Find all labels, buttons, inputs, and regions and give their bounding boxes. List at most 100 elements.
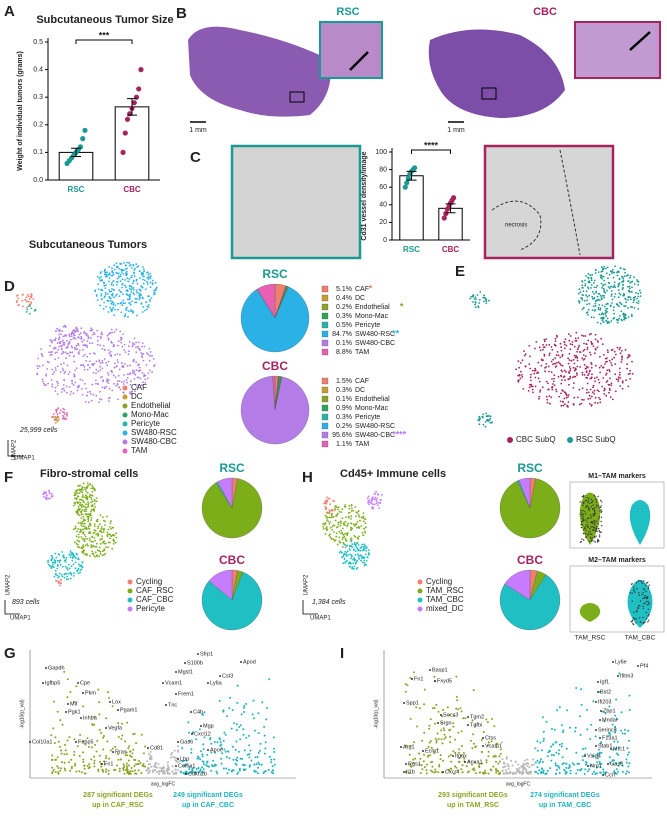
gene-dot: [122, 763, 125, 766]
cell-dot: [103, 284, 106, 287]
cell-dot: [136, 314, 138, 317]
cell-dot: [130, 291, 133, 293]
cell-dot: [631, 286, 633, 289]
cell-dot: [100, 271, 103, 273]
gene-dot: [615, 698, 618, 701]
cell-dot: [616, 303, 619, 306]
gene-dot: [182, 759, 185, 762]
gene-label: Tnc: [168, 702, 177, 708]
cell-dot: [605, 311, 607, 314]
violin-dot: [580, 523, 582, 526]
gene-dot: [252, 717, 255, 720]
cell-dot: [108, 295, 111, 298]
cell-dot: [489, 415, 492, 418]
cell-dot: [561, 389, 563, 391]
cell-dot: [87, 525, 90, 528]
cell-dot: [469, 297, 472, 300]
violin-dot: [633, 590, 635, 592]
gene-dot: [224, 750, 227, 753]
cell-dot: [617, 380, 620, 382]
cell-dot: [635, 291, 637, 294]
gene-dot: [550, 745, 553, 748]
cell-dot: [149, 272, 151, 275]
cell-dot: [85, 503, 87, 505]
gene-dot: [433, 752, 436, 755]
legend-label: CAF_CBC: [136, 595, 174, 604]
gene-dot: [617, 675, 619, 677]
cell-dot: [66, 352, 68, 355]
cell-dot: [126, 261, 128, 264]
gene-dot: [621, 732, 624, 735]
gene-dot: [435, 703, 438, 706]
cell-dot: [541, 359, 543, 362]
cell-dot: [54, 337, 57, 340]
gene-dot: [197, 767, 200, 769]
gene-dot: [201, 771, 204, 774]
gene-dot: [253, 763, 256, 766]
cell-dot: [86, 391, 89, 393]
cell-dot: [337, 508, 340, 511]
gene-dot: [207, 682, 209, 684]
cell-dot: [120, 311, 123, 314]
significance-label: ****: [424, 140, 439, 150]
gene-dot: [190, 771, 193, 774]
cell-dot: [130, 276, 132, 279]
cell-dot: [56, 408, 58, 411]
gene-dot: [599, 690, 601, 693]
gene-dot: [131, 752, 134, 755]
cell-dot: [593, 286, 596, 289]
gene-dot: [507, 768, 510, 771]
cell-dot: [101, 535, 103, 537]
gene-dot: [272, 769, 275, 772]
data-point: [404, 180, 410, 186]
cell-dot: [573, 369, 576, 372]
gene-dot: [461, 764, 464, 767]
cell-dot: [528, 345, 531, 347]
violin-dot: [589, 536, 592, 538]
gene-dot: [84, 743, 87, 746]
violin-dot: [592, 537, 594, 539]
gene-dot: [248, 764, 251, 767]
cell-dot: [121, 286, 124, 289]
cell-dot: [365, 526, 367, 529]
violin-dot: [582, 496, 585, 498]
violin-dot: [592, 508, 594, 511]
cell-dot: [78, 333, 81, 336]
gene-dot: [248, 765, 251, 768]
gene-dot: [228, 707, 231, 710]
cell-dot: [608, 273, 611, 276]
cell-dot: [534, 367, 536, 370]
cell-dot: [586, 382, 589, 385]
gene-dot: [628, 739, 631, 742]
cell-dot: [101, 279, 104, 282]
gene-dot: [574, 730, 577, 733]
cell-dot: [48, 361, 50, 364]
gene-dot: [541, 761, 544, 763]
cell-dot: [573, 382, 575, 384]
cell-dot: [134, 267, 136, 270]
gene-dot: [561, 763, 564, 766]
cell-dot: [93, 525, 96, 528]
cell-dot: [117, 344, 119, 347]
violin-dot: [643, 597, 645, 600]
cell-dot: [342, 533, 344, 536]
cell-dot: [137, 345, 139, 348]
gene-dot: [478, 763, 481, 766]
gene-dot: [242, 733, 245, 736]
cell-dot: [51, 368, 53, 371]
gene-dot: [219, 744, 222, 747]
gene-dot: [554, 741, 557, 744]
value-label: 0.3%: [336, 414, 352, 421]
cell-dot: [75, 344, 78, 347]
cell-dot: [350, 522, 352, 525]
gene-dot: [199, 758, 202, 761]
violin-dot: [600, 509, 602, 511]
legend-label: Mono-Mac: [355, 405, 389, 412]
cell-dot: [26, 308, 29, 311]
significance-marker: ****: [392, 429, 407, 439]
cell-dot: [21, 299, 24, 302]
gene-dot: [126, 754, 129, 757]
gene-dot: [105, 717, 108, 720]
gene-dot: [575, 772, 578, 775]
cell-dot: [121, 366, 124, 368]
